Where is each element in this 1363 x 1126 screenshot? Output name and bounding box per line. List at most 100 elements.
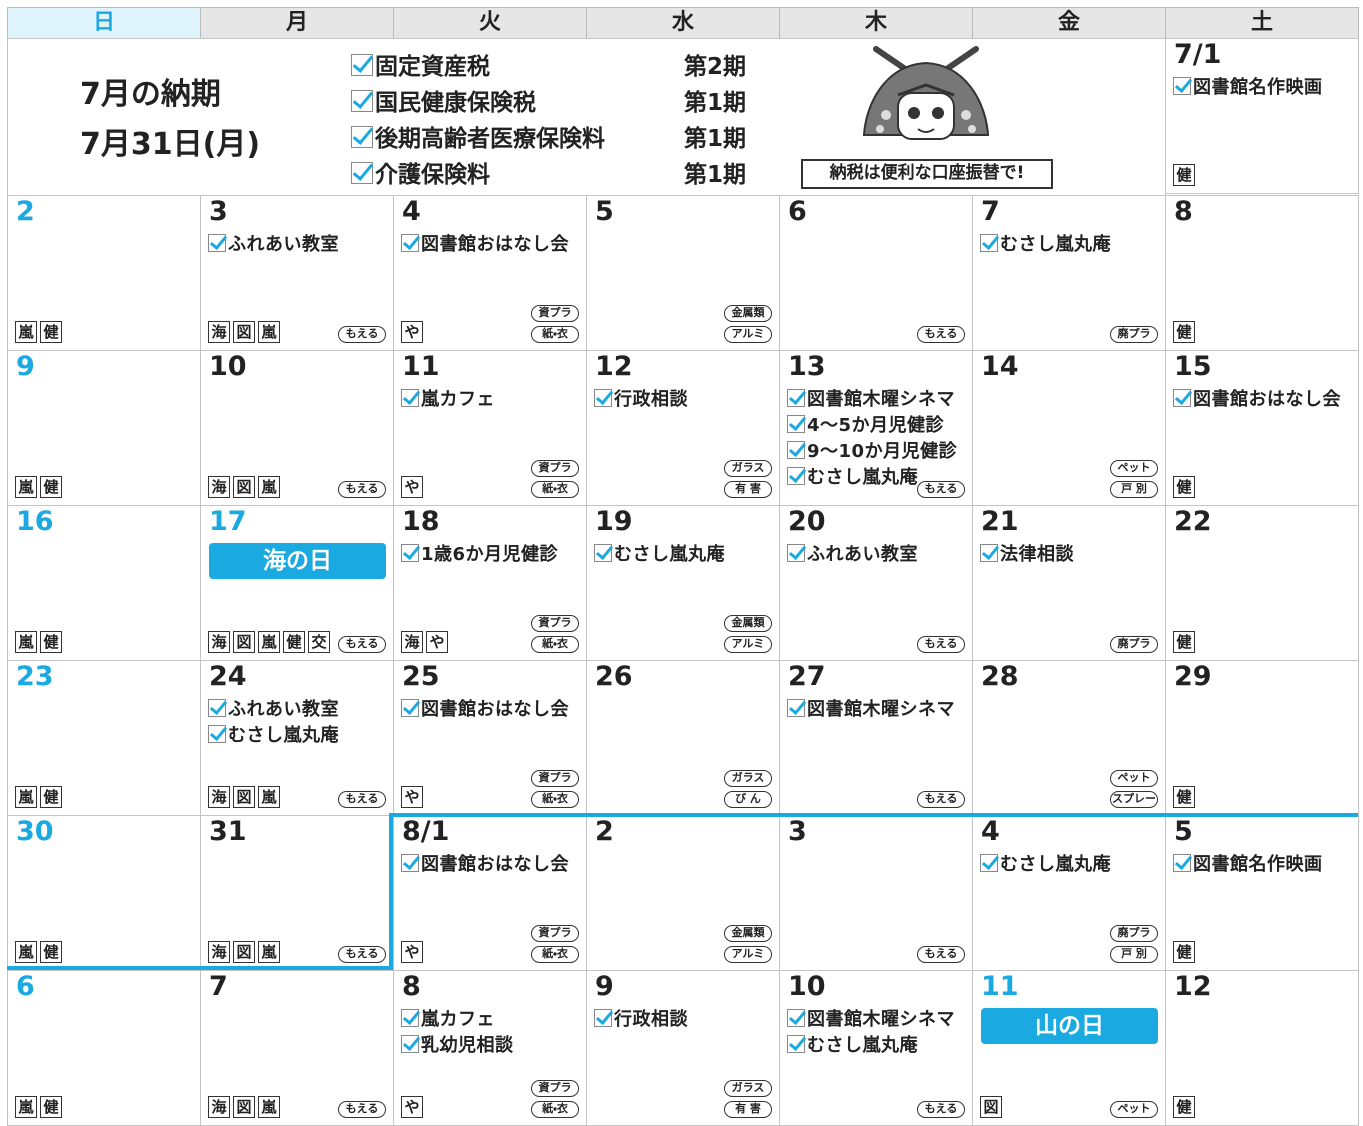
day-cell: 12 健 — [1165, 970, 1359, 1126]
checkbox-icon — [351, 126, 373, 148]
garbage-pill: 紙・衣 — [531, 946, 579, 963]
garbage-pill: ペット — [1110, 770, 1158, 787]
checkbox-icon — [980, 544, 998, 562]
garbage-pill: もえる — [917, 636, 965, 653]
service-badge: 嵐 — [258, 321, 280, 343]
day-number: 12 — [595, 351, 633, 382]
day-number: 11 — [981, 971, 1019, 1002]
service-badge: 図 — [233, 786, 255, 808]
checkbox-icon — [401, 544, 419, 562]
day-number: 15 — [1174, 351, 1212, 382]
checkbox-icon — [1173, 854, 1191, 872]
checkbox-icon — [351, 90, 373, 112]
event: 嵐カフェ — [401, 385, 495, 411]
day-number: 6 — [788, 196, 807, 227]
service-badge: 図 — [980, 1096, 1002, 1118]
service-badge: 健 — [40, 1096, 62, 1118]
garbage-pill: アルミ — [724, 946, 772, 963]
checkbox-icon — [208, 234, 226, 252]
event-text: 図書館木曜シネマ — [807, 1009, 955, 1030]
event: ふれあい教室 — [208, 695, 339, 721]
checkbox-icon — [1173, 389, 1191, 407]
service-badge: 嵐 — [258, 941, 280, 963]
service-badge: 嵐 — [15, 321, 37, 343]
service-badge: 図 — [233, 321, 255, 343]
day-number: 28 — [981, 661, 1019, 692]
day-cell: 30 嵐健 — [7, 815, 201, 971]
event-text: 9～10か月児健診 — [807, 441, 958, 462]
checkbox-icon — [401, 389, 419, 407]
day-cell: 2 嵐健 — [7, 195, 201, 351]
checkbox-icon — [1173, 77, 1191, 95]
day-cell: 24 ふれあい教室 むさし嵐丸庵海図嵐 もえる — [200, 660, 394, 816]
service-badge: や — [426, 631, 448, 653]
garbage-pill: 資プラ — [531, 925, 579, 942]
service-badge: 健 — [40, 476, 62, 498]
garbage-pill: 資プラ — [531, 615, 579, 632]
garbage-pill: 有 害 — [724, 481, 772, 498]
day-cell: 5 図書館名作映画健 — [1165, 815, 1359, 971]
event-text: ふれあい教室 — [228, 699, 339, 720]
day-cell: 15 図書館おはなし会健 — [1165, 350, 1359, 506]
day-number: 5 — [595, 196, 614, 227]
day-cell: 16 嵐健 — [7, 505, 201, 661]
event: 図書館木曜シネマ — [787, 385, 955, 411]
event-text: 図書館名作映画 — [1193, 854, 1323, 875]
day-number: 17 — [209, 506, 247, 537]
day-number: 31 — [209, 816, 247, 847]
event-text: むさし嵐丸庵 — [1000, 854, 1111, 875]
service-badge: 海 — [208, 476, 230, 498]
service-badge: や — [401, 321, 423, 343]
day-cell: 8 嵐カフェ 乳幼児相談や 資プラ 紙・衣 — [393, 970, 587, 1126]
day-cell: 22 健 — [1165, 505, 1359, 661]
event: 図書館名作映画 — [1173, 850, 1323, 876]
checkbox-icon — [787, 1035, 805, 1053]
day-number: 14 — [981, 351, 1019, 382]
day-cell: 8/1 図書館おはなし会や 資プラ 紙・衣 — [393, 815, 587, 971]
weekday-header: 月 — [200, 7, 394, 39]
checkbox-icon — [787, 544, 805, 562]
garbage-pill: もえる — [338, 791, 386, 808]
tax-item: 固定資産税 — [351, 47, 490, 81]
day-cell: 13 図書館木曜シネマ 4～5か月児健診 9～10か月児健診 むさし嵐丸庵 もえる — [779, 350, 973, 506]
event: 図書館名作映画 — [1173, 73, 1323, 99]
event: 乳幼児相談 — [401, 1031, 514, 1057]
service-badge: や — [401, 1096, 423, 1118]
checkbox-icon — [401, 699, 419, 717]
day-cell: 21 法律相談 廃プラ — [972, 505, 1166, 661]
info-block: 7月の納期 7月31日(月) 固定資産税 第2期 国民健康保険税 第1期 後期高齢者医療… — [7, 38, 1166, 196]
garbage-pill: 資プラ — [531, 460, 579, 477]
garbage-pill: 紙・衣 — [531, 1101, 579, 1118]
event-text: ふれあい教室 — [228, 234, 339, 255]
service-badge: 図 — [233, 631, 255, 653]
checkbox-icon — [401, 234, 419, 252]
service-badge: 図 — [233, 476, 255, 498]
garbage-pill: 紙・衣 — [531, 791, 579, 808]
garbage-pill: もえる — [917, 946, 965, 963]
checkbox-icon — [401, 854, 419, 872]
service-badge: 健 — [40, 321, 62, 343]
garbage-pill: もえる — [338, 326, 386, 343]
garbage-pill: もえる — [338, 946, 386, 963]
holiday-banner: 海の日 — [209, 543, 386, 579]
event: 図書館木曜シネマ — [787, 695, 955, 721]
day-number: 10 — [788, 971, 826, 1002]
checkbox-icon — [401, 1035, 419, 1053]
service-badge: 嵐 — [15, 631, 37, 653]
service-badge: 嵐 — [15, 1096, 37, 1118]
event: むさし嵐丸庵 — [594, 540, 725, 566]
checkbox-icon — [594, 389, 612, 407]
day-number: 20 — [788, 506, 826, 537]
event-text: 図書館おはなし会 — [421, 234, 569, 255]
service-badge: 健 — [1173, 786, 1195, 808]
event: むさし嵐丸庵 — [980, 850, 1111, 876]
day-number: 16 — [16, 506, 54, 537]
event-text: むさし嵐丸庵 — [228, 725, 339, 746]
day-number: 3 — [788, 816, 807, 847]
day-number: 10 — [209, 351, 247, 382]
garbage-pill: ペット — [1110, 460, 1158, 477]
event: 法律相談 — [980, 540, 1074, 566]
service-badge: 海 — [208, 631, 230, 653]
day-cell: 7 海図嵐 もえる — [200, 970, 394, 1126]
